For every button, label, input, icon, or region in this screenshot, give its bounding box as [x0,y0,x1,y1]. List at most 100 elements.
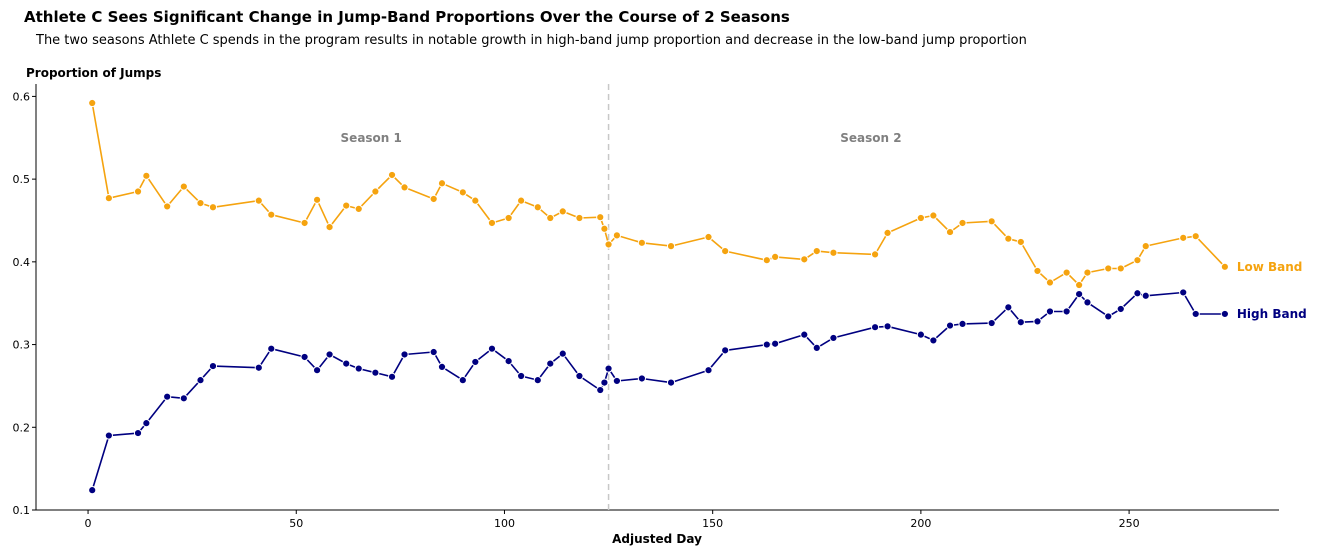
data-point-low-band [312,195,322,204]
data-point-low-band [458,188,467,197]
data-point-high-band [771,339,780,348]
data-point-low-band [1016,237,1025,247]
data-point-low-band [1004,234,1013,243]
data-point-low-band [267,210,276,219]
data-point-low-band [179,182,188,191]
data-point-low-band [1133,256,1142,265]
series-label-high-band: High Band [1237,307,1307,321]
data-point-low-band [1083,268,1092,277]
y-tick-label: 0.5 [13,173,31,186]
data-point-high-band [437,362,447,371]
data-point-high-band [704,366,713,375]
y-tick-label: 0.2 [13,421,31,434]
data-point-low-band [721,246,730,256]
data-point-high-band [342,359,351,368]
data-point-high-band [666,378,676,387]
data-point-low-band [400,183,409,192]
x-tick-label: 200 [910,517,931,530]
data-point-high-band [471,357,480,367]
data-point-low-band [437,179,447,188]
data-point-low-band [575,213,584,223]
data-point-high-band [354,364,363,373]
data-point-high-band [800,330,809,339]
data-point-low-band [133,187,143,196]
data-point-low-band [1220,262,1229,271]
x-tick-label: 50 [289,517,303,530]
data-point-low-band [604,240,613,249]
data-point-high-band [987,318,996,328]
data-point-low-band [600,224,609,233]
data-point-low-band [354,204,363,214]
data-point-low-band [1062,268,1071,277]
data-point-high-band [604,364,613,373]
data-point-low-band [771,252,780,261]
data-point-high-band [400,350,409,359]
data-point-high-band [637,374,646,383]
data-point-low-band [637,238,646,247]
data-point-high-band [1016,318,1025,327]
data-point-high-band [517,371,526,381]
data-point-low-band [812,246,821,256]
data-point-low-band [1191,232,1200,241]
data-point-high-band [929,336,938,345]
data-point-low-band [533,203,542,212]
data-point-high-band [762,340,771,349]
data-point-low-band [666,242,676,251]
data-point-high-band [504,357,513,366]
data-point-low-band [517,196,526,205]
data-point-low-band [1179,233,1188,242]
data-point-high-band [1045,307,1055,316]
data-point-high-band [179,394,188,403]
series-high-band [88,288,1229,495]
data-point-low-band [762,256,771,265]
series-line-high-band [91,291,1225,491]
data-point-low-band [1116,264,1125,273]
data-point-high-band [546,359,555,368]
data-point-high-band [883,322,892,331]
data-point-low-band [916,213,925,223]
data-point-low-band [1033,266,1042,276]
data-point-high-band [458,376,467,385]
data-point-low-band [142,171,151,180]
data-point-low-band [704,232,713,242]
data-point-high-band [487,344,497,353]
data-point-high-band [1062,307,1071,316]
data-point-high-band [142,419,151,428]
x-tick-label: 100 [494,517,515,530]
data-point-low-band [387,170,397,180]
chart-subtitle: The two seasons Athlete C spends in the … [36,33,1027,48]
data-point-high-band [429,347,438,357]
data-point-high-band [1220,309,1229,319]
data-point-low-band [958,218,967,228]
data-point-high-band [88,486,97,495]
season-label: Season 2 [840,131,901,145]
data-point-low-band [612,231,621,240]
y-tick-label: 0.4 [13,256,31,269]
series-label-low-band: Low Band [1237,260,1303,274]
data-point-low-band [300,218,309,228]
data-point-high-band [596,385,605,395]
y-tick-label: 0.6 [13,90,31,103]
data-point-low-band [1141,242,1150,251]
x-tick-label: 150 [702,517,723,530]
data-point-high-band [267,344,276,353]
data-point-low-band [371,187,380,196]
data-point-high-band [916,330,925,339]
data-point-low-band [208,203,218,212]
data-point-low-band [196,199,205,208]
data-point-high-band [1104,312,1113,321]
data-point-high-band [558,349,567,358]
data-point-high-band [371,368,380,377]
data-point-high-band [1133,289,1142,298]
axes: 0 50 100 150 200 250 0.1 0.2 0.3 0.4 0.5 0.6 [13,84,1279,530]
data-point-low-band [342,201,351,210]
x-tick-label: 0 [85,517,92,530]
y-tick-label: 0.3 [13,339,31,352]
data-point-low-band [596,213,605,222]
data-point-high-band [1116,304,1125,314]
data-point-high-band [104,431,113,440]
data-point-low-band [883,228,892,237]
data-point-low-band [829,248,838,257]
data-point-low-band [487,218,497,228]
data-point-high-band [387,372,397,381]
